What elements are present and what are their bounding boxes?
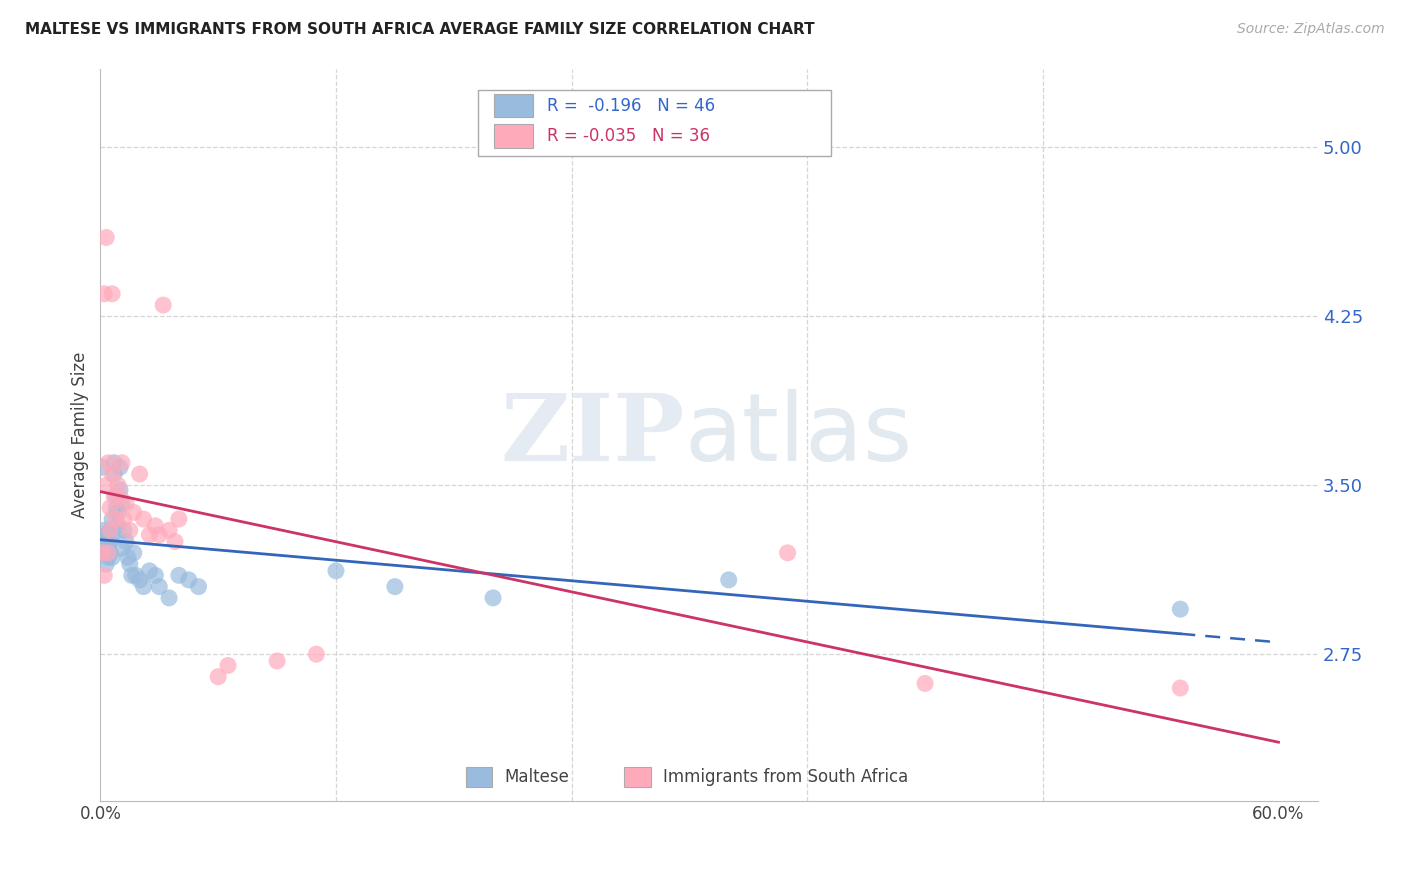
Point: [101, 512, 124, 526]
Point: [1168, 681, 1191, 695]
Point: [152, 298, 174, 312]
Point: [98, 500, 121, 515]
Point: [143, 518, 166, 533]
Point: [98, 546, 121, 560]
Text: R = -0.035   N = 36: R = -0.035 N = 36: [547, 127, 710, 145]
Point: [112, 512, 135, 526]
Point: [97, 541, 120, 556]
Point: [118, 557, 141, 571]
Point: [108, 483, 131, 497]
Point: [111, 456, 134, 470]
Y-axis label: Average Family Size: Average Family Size: [72, 351, 89, 517]
Text: atlas: atlas: [685, 389, 912, 481]
Point: [157, 591, 180, 605]
Point: [93, 524, 115, 538]
Point: [101, 286, 124, 301]
Point: [93, 286, 115, 301]
Point: [111, 496, 134, 510]
Point: [108, 490, 131, 504]
Point: [305, 647, 328, 661]
Text: MALTESE VS IMMIGRANTS FROM SOUTH AFRICA AVERAGE FAMILY SIZE CORRELATION CHART: MALTESE VS IMMIGRANTS FROM SOUTH AFRICA …: [25, 22, 815, 37]
Point: [121, 568, 143, 582]
Point: [96, 541, 118, 556]
Point: [103, 467, 125, 481]
Text: Immigrants from South Africa: Immigrants from South Africa: [662, 768, 908, 786]
Point: [101, 467, 124, 481]
Text: ZIP: ZIP: [501, 390, 685, 480]
Point: [138, 564, 160, 578]
Point: [138, 528, 160, 542]
Point: [115, 496, 138, 510]
Point: [132, 580, 155, 594]
Point: [107, 505, 129, 519]
Point: [97, 456, 120, 470]
Point: [96, 478, 118, 492]
Point: [187, 580, 209, 594]
Point: [115, 534, 138, 549]
Point: [122, 505, 145, 519]
Point: [98, 524, 121, 538]
Point: [167, 512, 190, 526]
FancyBboxPatch shape: [494, 124, 533, 148]
Text: R =  -0.196   N = 46: R = -0.196 N = 46: [547, 97, 716, 115]
Point: [93, 568, 115, 582]
Point: [98, 534, 121, 549]
Point: [163, 534, 186, 549]
Point: [98, 524, 121, 538]
Point: [107, 518, 129, 533]
Point: [101, 550, 124, 565]
Point: [97, 550, 120, 565]
FancyBboxPatch shape: [494, 94, 533, 118]
Point: [93, 546, 115, 560]
Point: [108, 460, 131, 475]
FancyBboxPatch shape: [624, 767, 651, 788]
Point: [148, 528, 170, 542]
Point: [91, 460, 114, 475]
Point: [717, 573, 740, 587]
Point: [117, 550, 139, 565]
Point: [125, 568, 148, 582]
Point: [103, 456, 125, 470]
Point: [776, 546, 799, 560]
Point: [91, 546, 114, 560]
Point: [103, 490, 125, 504]
Point: [132, 512, 155, 526]
Point: [128, 467, 150, 481]
Point: [217, 658, 239, 673]
Point: [482, 591, 505, 605]
Point: [107, 478, 129, 492]
Point: [96, 557, 118, 571]
Point: [105, 500, 128, 515]
Point: [384, 580, 406, 594]
FancyBboxPatch shape: [465, 767, 492, 788]
Point: [96, 230, 118, 244]
Point: [207, 670, 229, 684]
Point: [105, 512, 128, 526]
Point: [96, 528, 118, 542]
Point: [914, 676, 936, 690]
Point: [118, 524, 141, 538]
Point: [167, 568, 190, 582]
Point: [111, 541, 134, 556]
Text: Maltese: Maltese: [505, 768, 569, 786]
Point: [325, 564, 347, 578]
Point: [143, 568, 166, 582]
Point: [122, 546, 145, 560]
Point: [177, 573, 200, 587]
Point: [1168, 602, 1191, 616]
Point: [101, 528, 124, 542]
Point: [97, 546, 120, 560]
Point: [148, 580, 170, 594]
Point: [112, 524, 135, 538]
Text: Source: ZipAtlas.com: Source: ZipAtlas.com: [1237, 22, 1385, 37]
Point: [105, 490, 128, 504]
Point: [128, 573, 150, 587]
Point: [266, 654, 288, 668]
FancyBboxPatch shape: [478, 90, 831, 156]
Point: [157, 524, 180, 538]
Point: [91, 534, 114, 549]
